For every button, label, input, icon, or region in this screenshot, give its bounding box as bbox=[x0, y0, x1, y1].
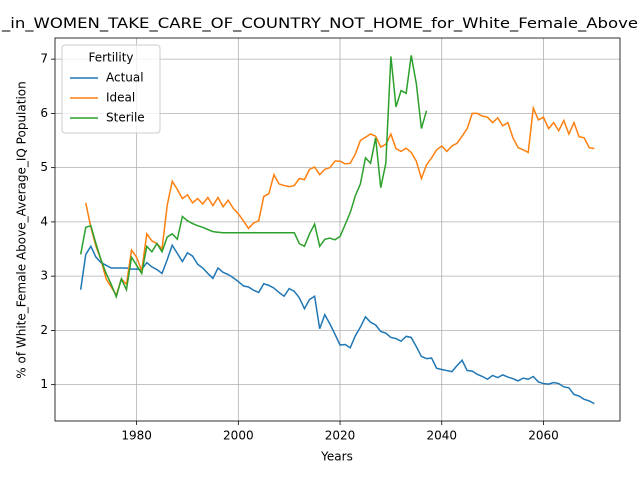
y-tick-label: 4 bbox=[40, 214, 48, 228]
legend-label: Actual bbox=[106, 71, 144, 85]
x-tick-label: 1980 bbox=[121, 429, 152, 443]
legend-box bbox=[61, 44, 161, 134]
line-series bbox=[85, 105, 595, 297]
x-tick-label: 2060 bbox=[528, 429, 559, 443]
y-tick-label: 7 bbox=[40, 52, 48, 66]
legend-label: Sterile bbox=[106, 111, 145, 125]
x-axis-label: Years bbox=[320, 450, 353, 464]
chart-title: _in_WOMEN_TAKE_CARE_OF_COUNTRY_NOT_HOME_… bbox=[1, 16, 638, 32]
y-tick-label: 1 bbox=[40, 377, 48, 391]
y-tick-label: 3 bbox=[40, 269, 48, 283]
legend-label: Ideal bbox=[106, 91, 135, 105]
x-tick-label: 2000 bbox=[223, 429, 254, 443]
legend-title: Fertility bbox=[88, 51, 133, 65]
y-axis-label: % of White_Female Above_Average_IQ Popul… bbox=[15, 81, 29, 378]
line-series bbox=[79, 55, 428, 300]
x-tick-label: 2040 bbox=[426, 429, 457, 443]
line-series bbox=[79, 243, 595, 405]
y-tick-label: 5 bbox=[40, 160, 48, 174]
plot-frame bbox=[54, 37, 621, 422]
y-tick-label: 6 bbox=[40, 106, 48, 120]
y-tick-label: 2 bbox=[40, 323, 48, 337]
x-tick-label: 2020 bbox=[325, 429, 356, 443]
